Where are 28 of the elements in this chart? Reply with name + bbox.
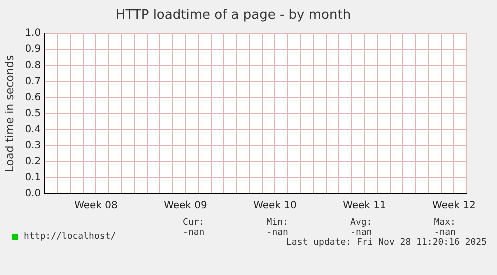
x-tick-label: Week 08: [74, 200, 118, 212]
y-tick-label: 1.0: [25, 28, 42, 40]
text: -nan: [182, 228, 206, 238]
y-tick-label: 0.6: [25, 92, 42, 104]
y-tick-label: 0.7: [25, 76, 42, 88]
y-tick-label: 0.0: [25, 188, 42, 200]
y-tick-label: 0.3: [25, 140, 42, 152]
x-tick-label: Week 09: [164, 200, 208, 212]
text: -nan: [433, 228, 457, 238]
legend-label: http://localhost/: [24, 232, 116, 242]
chart-title: HTTP loadtime of a page - by month: [116, 8, 352, 24]
text: -nan: [350, 228, 374, 238]
text: Cur:: [182, 218, 206, 228]
y-tick-label: 0.4: [25, 124, 42, 136]
y-tick-label: 0.5: [25, 108, 42, 120]
text: Avg:: [350, 218, 374, 228]
text: Last update: Fri Nov 28 11:20:16 2025: [286, 238, 487, 248]
x-tick-label: Week 11: [343, 200, 386, 212]
text: Min:: [266, 218, 290, 228]
y-tick-label: 0.9: [25, 44, 42, 56]
y-axis-title: Load time in seconds: [3, 55, 16, 172]
y-tick-label: 0.2: [25, 156, 42, 168]
y-tick-label: 0.1: [25, 172, 42, 184]
x-tick-label: Week 10: [254, 200, 297, 212]
y-tick-label: 0.8: [25, 60, 42, 72]
x-tick-label: Week 12: [432, 200, 476, 212]
text: Max:: [433, 218, 457, 228]
text: -nan: [266, 228, 290, 238]
